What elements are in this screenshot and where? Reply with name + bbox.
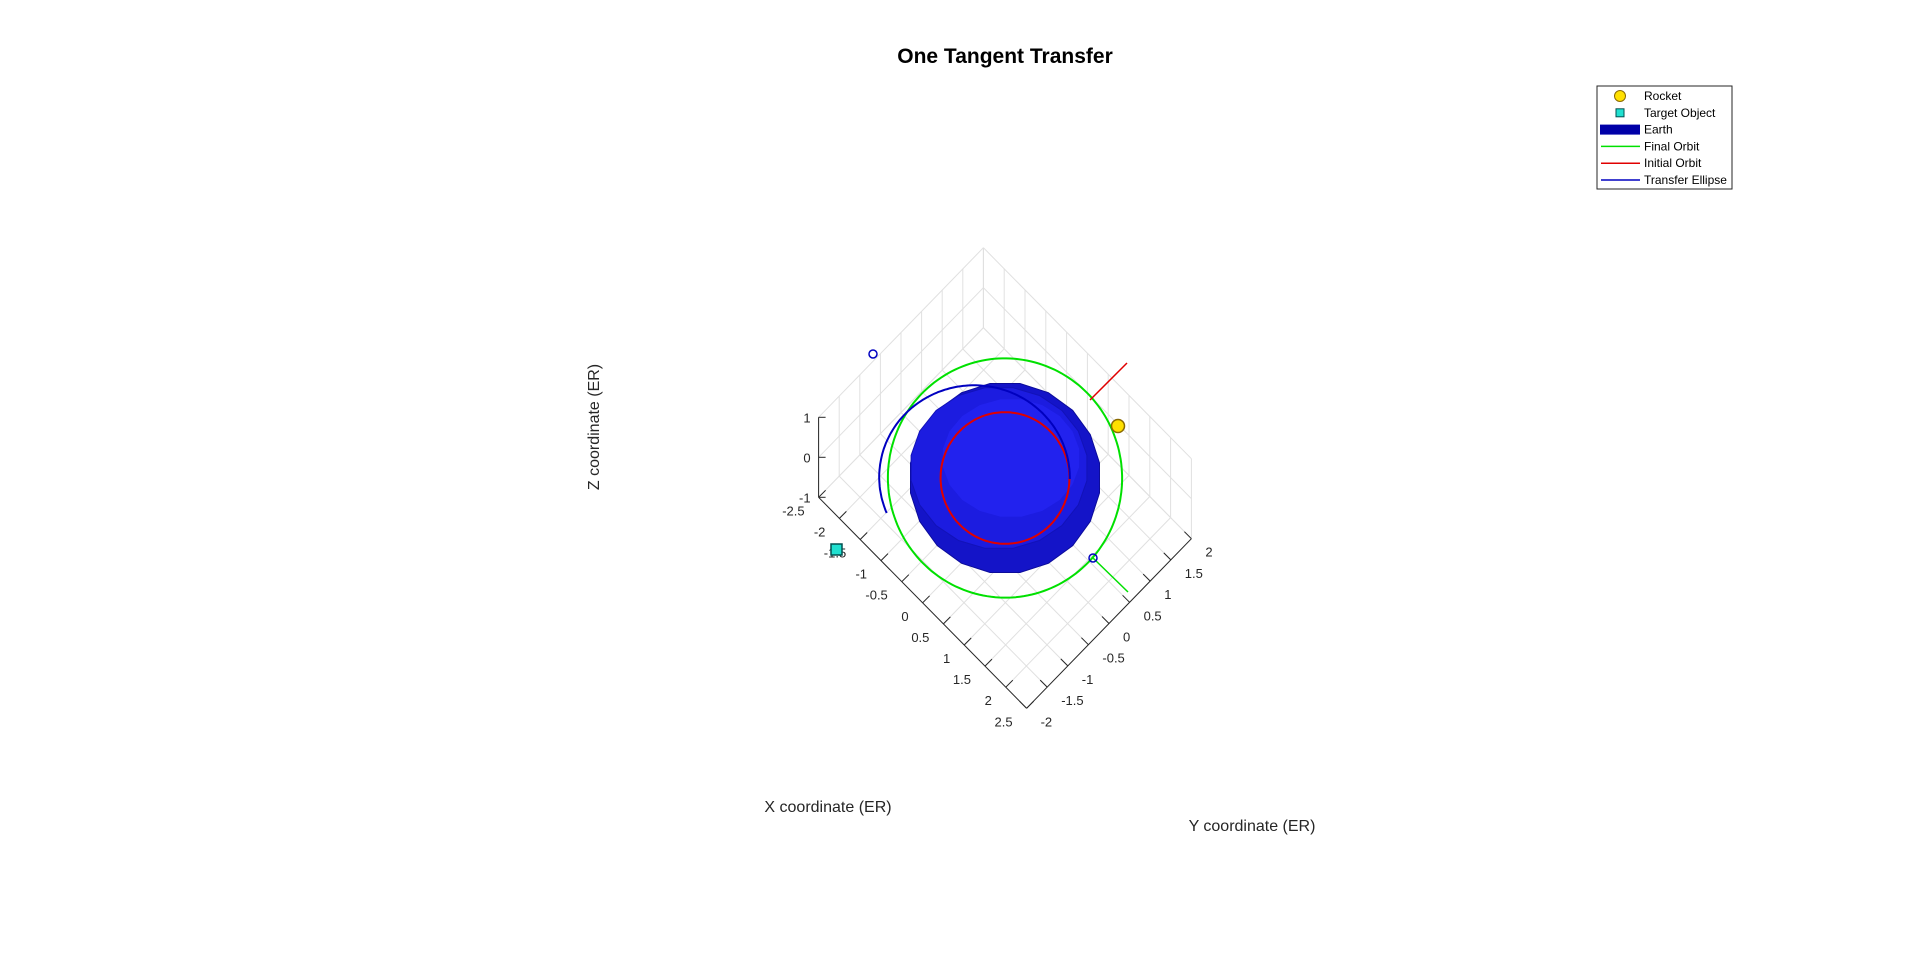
legend-box <box>1596 85 1733 190</box>
legend: Rocket Target Object Earth Final Orbit Initi… <box>1596 85 1733 190</box>
x-tick-label: -1 <box>855 567 867 582</box>
y-tick <box>1184 531 1192 540</box>
y-tick-label: 1 <box>1164 587 1171 602</box>
legend-item: Target Object <box>1615 106 1716 120</box>
x-tick <box>859 532 868 540</box>
x-tick <box>880 553 889 561</box>
x-tick <box>839 511 847 519</box>
marker-layer <box>830 349 1126 563</box>
legend-label: Rocket <box>1644 89 1682 103</box>
grid-line-wall-x-z <box>818 327 984 498</box>
x-tick-label: 0 <box>901 609 908 624</box>
initial-velocity-vector <box>1089 362 1128 401</box>
legend-item: Transfer Ellipse <box>1601 173 1727 187</box>
z-axis-label: Z coordinate (ER) <box>586 364 603 490</box>
x-tick-label: 1.5 <box>953 672 971 687</box>
x-tick <box>901 574 910 583</box>
y-tick-label: 1.5 <box>1185 566 1203 581</box>
x-tick-label: -2.5 <box>782 503 804 518</box>
orbit-layer <box>878 357 1129 599</box>
y-tick <box>1122 594 1130 603</box>
x-tick <box>1026 700 1034 709</box>
y-tick-label: -1 <box>1082 672 1094 687</box>
y-tick <box>1019 700 1027 709</box>
legend-target-swatch <box>1615 108 1625 118</box>
y-tick-label: 0.5 <box>1144 608 1162 623</box>
x-tick <box>984 658 993 667</box>
y-tick-label: -0.5 <box>1102 651 1124 666</box>
grid-line-floor-y <box>838 475 1048 688</box>
x-tick-label: -2 <box>814 524 826 539</box>
y-tick-label: -1.5 <box>1061 693 1083 708</box>
x-tick-label: -0.5 <box>865 588 887 603</box>
x-tick <box>943 616 951 625</box>
earth <box>910 383 1100 573</box>
x-tick <box>963 637 972 646</box>
y-tick <box>1142 573 1151 582</box>
y-tick <box>1039 679 1048 688</box>
x-tick-label: 1 <box>943 651 950 666</box>
legend-label: Final Orbit <box>1644 139 1700 153</box>
x-tick <box>922 595 930 604</box>
x-tick <box>1005 679 1014 688</box>
x-tick <box>818 489 826 498</box>
transfer-ellipse <box>878 384 1071 514</box>
legend-item: Rocket <box>1614 89 1682 103</box>
legend-rocket-swatch <box>1614 90 1626 102</box>
z-tick-label: 1 <box>803 410 810 425</box>
legend-item: Earth <box>1600 123 1673 137</box>
y-tick <box>1101 616 1110 624</box>
grid-line-wall-x-z <box>818 287 984 458</box>
legend-item: Final Orbit <box>1601 139 1700 153</box>
legend-label: Transfer Ellipse <box>1644 173 1727 187</box>
earth-top <box>942 399 1080 517</box>
x-axis-label: X coordinate (ER) <box>764 799 891 816</box>
y-tick-label: -2 <box>1041 714 1053 729</box>
chart-title: One Tangent Transfer <box>897 45 1113 68</box>
legend-item: Initial Orbit <box>1601 156 1702 170</box>
x-tick-label: 2.5 <box>995 714 1013 729</box>
initial-orbit <box>939 411 1071 545</box>
y-tick-label: 0 <box>1123 630 1130 645</box>
legend-label: Initial Orbit <box>1644 156 1702 170</box>
y-tick <box>1081 637 1089 646</box>
rocket-marker <box>1110 418 1126 434</box>
grid-line-wall-x-z <box>818 247 984 418</box>
z-tick-label: -1 <box>799 490 811 505</box>
legend-label: Earth <box>1644 123 1673 137</box>
legend-earth-swatch <box>1600 124 1640 135</box>
target-object-marker <box>830 543 843 556</box>
y-tick-label: 2 <box>1205 545 1212 560</box>
z-tick-label: 0 <box>803 450 810 465</box>
burn-point-marker <box>1088 553 1098 563</box>
y-tick <box>1060 658 1069 667</box>
legend-label: Target Object <box>1644 106 1716 120</box>
x-tick-label: 0.5 <box>911 630 929 645</box>
y-tick <box>1163 552 1172 561</box>
axes-layer: -2.5-2-1.5-1-0.500.511.522.5-2-1.5-1-0.5… <box>586 364 1315 835</box>
final-orbit <box>886 357 1124 599</box>
burn-point-marker <box>868 349 878 359</box>
y-axis-label: Y coordinate (ER) <box>1189 818 1316 835</box>
grid-line-wall-y-z <box>983 247 1192 460</box>
final-velocity-vector <box>1092 557 1129 593</box>
x-tick-label: 2 <box>985 693 992 708</box>
